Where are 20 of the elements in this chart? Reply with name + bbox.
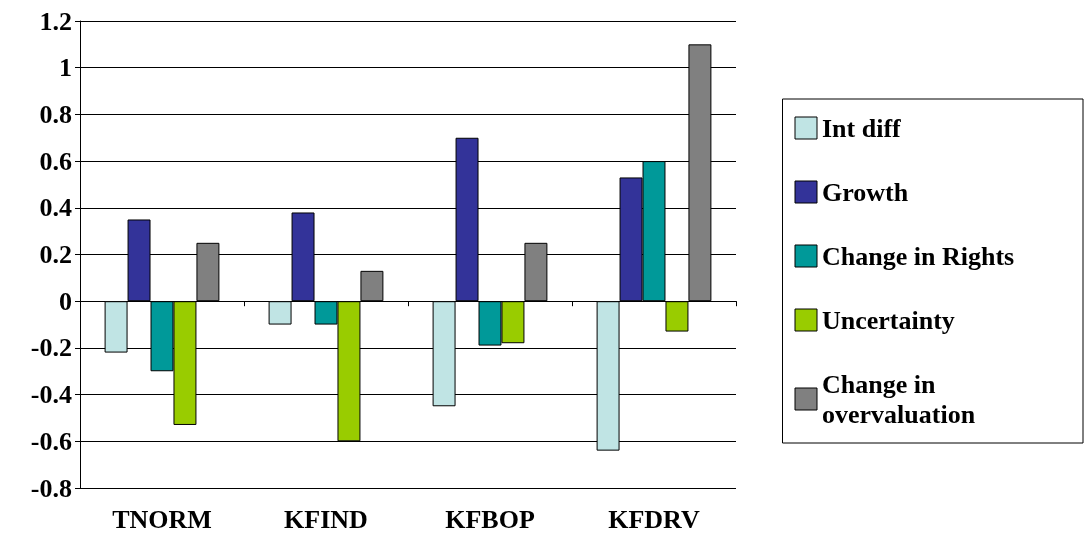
y-tick-label: -0.8 [30, 473, 72, 503]
y-tick-label: 0.4 [39, 193, 72, 223]
legend-label: Change in overvaluation [822, 369, 976, 429]
y-tick-label: 0.8 [39, 99, 72, 129]
y-tick-label: -0.6 [30, 426, 72, 456]
x-tick-label: TNORM [112, 504, 212, 534]
legend-label: Growth [822, 177, 909, 207]
y-tick-label: -0.4 [30, 380, 72, 410]
y-tick-label: 0.2 [39, 240, 72, 269]
y-tick-label: -0.2 [30, 333, 72, 363]
legend-label: Uncertainty [822, 305, 955, 335]
legend-label: Int diff [822, 113, 902, 143]
y-tick-label: 0.6 [39, 146, 72, 176]
y-tick-label: 0 [59, 286, 72, 316]
y-tick-label: 1 [59, 53, 72, 83]
x-tick-label: KFIND [284, 504, 368, 534]
x-tick-label: KFBOP [445, 504, 535, 534]
y-tick-label: 1.2 [39, 6, 72, 36]
legend-label: Change in Rights [822, 241, 1015, 271]
x-tick-label: KFDRV [608, 504, 700, 534]
